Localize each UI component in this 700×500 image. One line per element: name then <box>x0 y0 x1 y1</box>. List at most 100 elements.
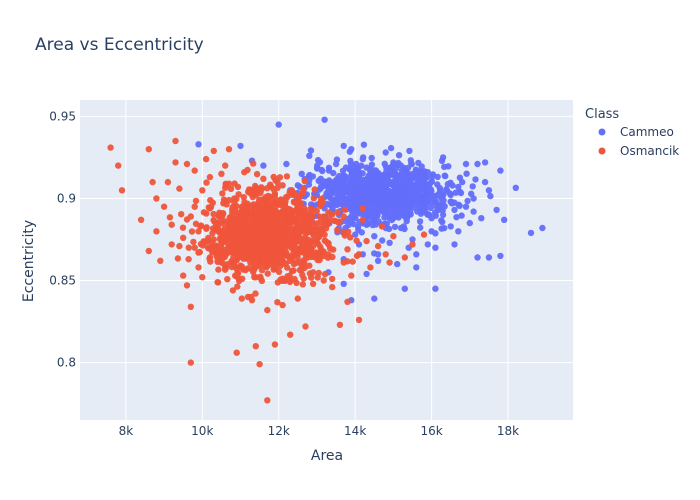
osmancik-point <box>272 177 279 184</box>
cammeo-point <box>424 241 431 248</box>
osmancik-point <box>321 270 329 278</box>
osmancik-point <box>340 213 347 220</box>
osmancik-point <box>229 241 237 248</box>
osmancik-point <box>420 231 428 238</box>
cammeo-point <box>458 212 465 219</box>
legend[interactable]: Class Cammeo Osmancik <box>585 107 679 158</box>
cammeo-point <box>360 141 368 148</box>
cammeo-point <box>451 241 458 248</box>
osmancik-point <box>206 254 214 261</box>
osmancik-point <box>284 273 291 280</box>
osmancik-point <box>340 229 347 237</box>
osmancik-point <box>241 199 248 206</box>
cammeo-point <box>340 172 347 179</box>
osmancik-point <box>349 258 356 265</box>
osmancik-point <box>228 222 236 230</box>
osmancik-point <box>274 246 281 253</box>
osmancik-point <box>187 359 194 366</box>
osmancik-point <box>311 186 318 193</box>
cammeo-point <box>417 224 424 231</box>
osmancik-point <box>244 211 251 218</box>
osmancik-point <box>271 190 279 197</box>
cammeo-point <box>474 160 481 168</box>
cammeo-point <box>462 203 470 210</box>
osmancik-point <box>200 209 208 216</box>
osmancik-point <box>107 144 114 151</box>
osmancik-point <box>241 169 248 176</box>
cammeo-point <box>340 182 347 189</box>
osmancik-point <box>260 175 267 182</box>
cammeo-point <box>441 224 448 232</box>
osmancik-point <box>300 256 308 264</box>
osmancik-point <box>256 215 263 222</box>
osmancik-point <box>378 223 386 230</box>
cammeo-point <box>428 173 436 180</box>
cammeo-point <box>409 236 416 243</box>
cammeo-point <box>439 211 447 219</box>
osmancik-point <box>220 210 227 218</box>
legend-title: Class <box>585 107 619 122</box>
cammeo-point <box>352 231 359 238</box>
cammeo-point <box>237 142 244 150</box>
osmancik-point <box>168 241 175 248</box>
osmancik-point <box>172 137 179 145</box>
cammeo-point <box>443 187 451 194</box>
osmancik-point <box>301 177 308 185</box>
osmancik-point <box>309 242 317 250</box>
osmancik-point <box>214 257 221 264</box>
osmancik-point <box>299 281 306 288</box>
osmancik-point <box>207 197 214 204</box>
cammeo-point <box>512 184 519 191</box>
cammeo-point <box>405 198 412 205</box>
osmancik-point <box>180 272 187 279</box>
cammeo-point <box>457 189 465 197</box>
osmancik-point <box>298 190 305 197</box>
osmancik-point <box>309 280 317 287</box>
cammeo-point <box>348 171 355 179</box>
osmancik-point <box>233 349 240 356</box>
cammeo-point <box>442 172 449 180</box>
osmancik-point <box>234 218 242 225</box>
cammeo-point <box>481 178 489 186</box>
osmancik-point <box>287 254 294 261</box>
osmancik-point <box>288 187 295 194</box>
osmancik-point <box>166 214 174 221</box>
osmancik-point <box>231 206 239 214</box>
cammeo-point <box>341 198 348 205</box>
cammeo-point <box>462 160 470 168</box>
cammeo-point <box>348 146 355 153</box>
osmancik-point <box>336 321 344 328</box>
osmancik-point <box>222 265 229 272</box>
cammeo-point <box>382 149 389 156</box>
osmancik-point <box>382 251 389 258</box>
osmancik-point <box>191 203 198 210</box>
osmancik-point <box>245 234 252 241</box>
cammeo-point <box>464 197 471 205</box>
osmancik-point <box>185 244 192 251</box>
cammeo-point <box>432 244 439 251</box>
osmancik-point <box>271 265 279 273</box>
osmancik-point <box>210 147 217 155</box>
osmancik-point <box>245 188 252 196</box>
cammeo-point <box>401 172 408 179</box>
cammeo-point <box>378 198 386 205</box>
osmancik-point <box>257 189 264 196</box>
osmancik-point <box>321 221 328 228</box>
cammeo-point <box>431 198 438 205</box>
osmancik-point <box>260 234 267 241</box>
x-tick-labels: 8k 10k 12k 14k 16k 18k <box>119 424 520 438</box>
cammeo-point <box>481 159 489 166</box>
osmancik-point <box>214 279 221 286</box>
cammeo-point <box>321 116 328 123</box>
osmancik-point <box>218 244 225 251</box>
legend-label: Osmancik <box>620 144 679 158</box>
cammeo-point <box>501 216 508 223</box>
osmancik-point <box>222 162 229 169</box>
osmancik-point <box>174 255 182 262</box>
osmancik-point <box>220 238 227 245</box>
osmancik-point <box>206 173 214 181</box>
osmancik-point <box>250 264 257 271</box>
cammeo-point <box>417 169 425 176</box>
cammeo-point <box>447 223 454 230</box>
cammeo-point <box>425 195 432 202</box>
